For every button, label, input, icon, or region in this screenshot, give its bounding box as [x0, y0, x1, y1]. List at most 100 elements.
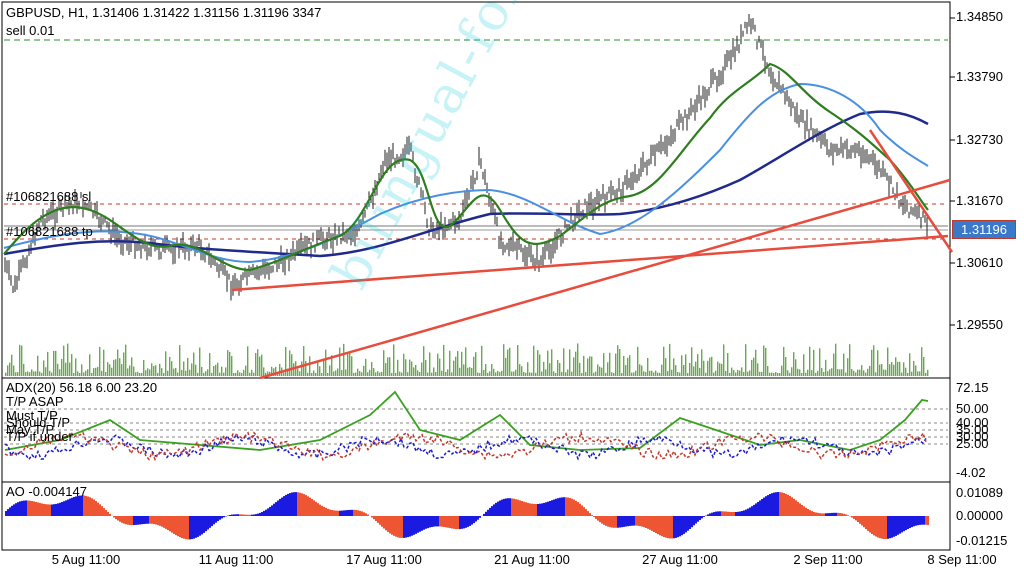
volume-bar: [211, 372, 213, 376]
ao-bar: [157, 516, 159, 526]
volume-bar: [469, 367, 471, 376]
volume-bar: [279, 363, 281, 376]
volume-bar: [291, 354, 293, 376]
ao-bar: [605, 516, 607, 526]
volume-bar: [203, 372, 205, 376]
ao-bar: [747, 508, 749, 516]
volume-bar: [71, 354, 73, 376]
ao-bar: [461, 516, 463, 529]
ao-bar: [891, 516, 893, 538]
volume-bar: [47, 351, 49, 376]
volume-bar: [699, 367, 701, 376]
volume-bar: [359, 371, 361, 376]
ao-bar: [783, 493, 785, 516]
volume-bar: [667, 371, 669, 376]
ao-bar: [41, 503, 43, 516]
ao-bar: [671, 516, 673, 539]
tp-label[interactable]: #106821688 tp: [6, 224, 93, 239]
ao-bar: [17, 502, 19, 516]
volume-bar: [309, 356, 311, 376]
volume-bar: [185, 370, 187, 376]
ao-bar: [467, 516, 469, 527]
ao-bar: [925, 516, 927, 525]
ao-bar: [183, 516, 185, 539]
ao-bar: [687, 516, 689, 531]
volume-bar: [265, 372, 267, 376]
volume-bar: [231, 356, 233, 376]
ao-bar: [161, 516, 163, 527]
volume-bar: [841, 369, 843, 376]
volume-bar: [307, 372, 309, 376]
volume-bar: [661, 364, 663, 376]
ao-bar: [649, 516, 651, 530]
ao-bar: [313, 500, 315, 516]
tp-under-label: T/P if under: [6, 429, 73, 444]
ao-bar: [587, 511, 589, 516]
ao-bar: [593, 516, 595, 517]
volume-bar: [85, 370, 87, 376]
ao-bar: [365, 513, 367, 516]
volume-bar: [901, 372, 903, 376]
order-label[interactable]: sell 0.01: [6, 23, 55, 38]
ao-bar: [125, 516, 127, 525]
ao-bar: [251, 514, 253, 516]
volume-bar: [729, 372, 731, 376]
ao-bar: [121, 516, 123, 523]
volume-bar: [731, 367, 733, 376]
volume-bar: [163, 373, 165, 376]
volume-bar: [853, 370, 855, 376]
trendline-2: [259, 178, 951, 380]
ao-bar: [491, 506, 493, 516]
ao-bar: [97, 502, 99, 516]
ao-bar: [579, 503, 581, 516]
volume-bar: [241, 373, 243, 376]
ao-bar: [109, 513, 111, 516]
volume-bar: [87, 369, 89, 376]
volume-bar: [113, 359, 115, 376]
volume-bar: [313, 370, 315, 376]
ao-bar: [7, 509, 9, 516]
volume-bar: [235, 372, 237, 376]
volume-bar: [811, 370, 813, 376]
current-price-badge: 1.31196: [952, 220, 1016, 239]
volume-bar: [663, 346, 665, 376]
volume-bar: [445, 372, 447, 376]
ao-bar: [165, 516, 167, 529]
ao-bar: [545, 502, 547, 516]
volume-bar: [325, 349, 327, 376]
volume-bar: [55, 350, 57, 376]
volume-bar: [467, 367, 469, 376]
volume-bar: [713, 372, 715, 376]
ao-bar: [607, 516, 609, 527]
ao-bar: [745, 509, 747, 516]
volume-bar: [629, 355, 631, 376]
ao-bar: [323, 506, 325, 516]
volume-bar: [527, 362, 529, 376]
ao-bar: [259, 512, 261, 516]
ao-bar: [223, 516, 225, 518]
volume-bar: [847, 358, 849, 376]
volume-bar: [429, 352, 431, 376]
volume-bar: [707, 360, 709, 376]
ao-bar: [599, 516, 601, 523]
volume-bar: [81, 364, 83, 376]
ao-bar: [633, 516, 635, 526]
ao-bar: [711, 512, 713, 516]
sl-label[interactable]: #106821688 sl: [6, 189, 92, 204]
volume-bar: [607, 362, 609, 376]
ao-bar: [207, 516, 209, 530]
ao-bar: [761, 499, 763, 516]
ao-bar: [427, 516, 429, 529]
volume-bar: [49, 370, 51, 376]
volume-bar: [411, 361, 413, 376]
ao-bar: [637, 516, 639, 526]
volume-bar: [413, 367, 415, 376]
ao-bar: [463, 516, 465, 529]
volume-bar: [719, 363, 721, 376]
ao-bar: [907, 516, 909, 529]
ao-bar: [357, 510, 359, 516]
volume-bar: [217, 362, 219, 376]
ao-bar: [873, 516, 875, 536]
ao-bar: [839, 513, 841, 516]
